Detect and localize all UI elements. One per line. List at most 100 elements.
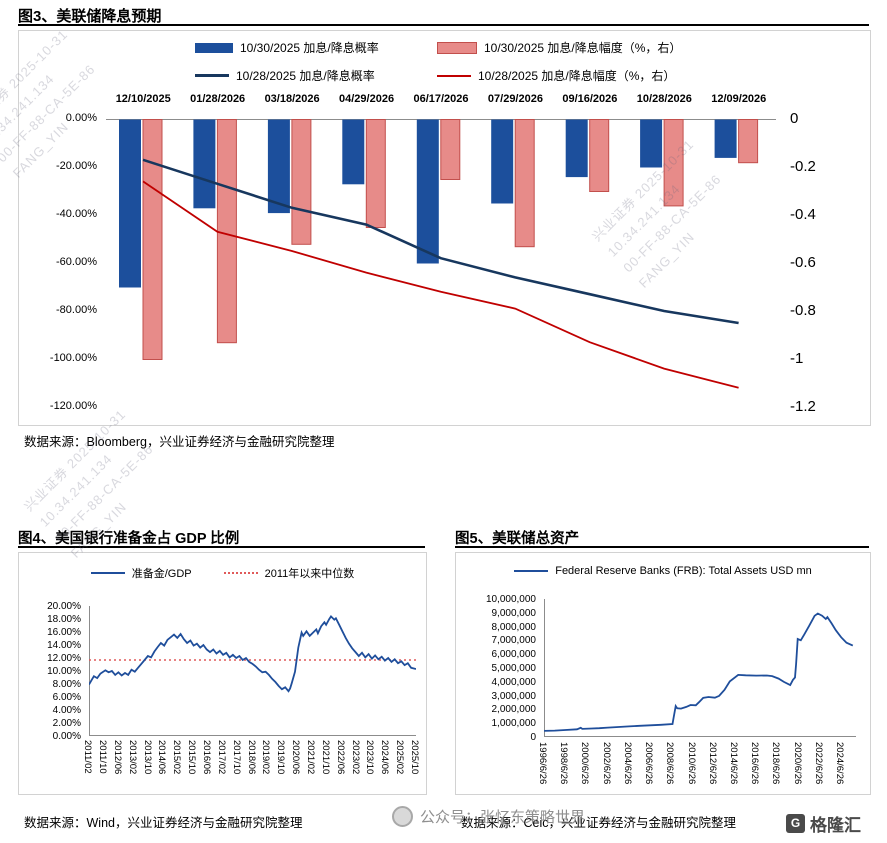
- wechat-account-icon: [392, 806, 413, 827]
- y-tick-label: 16.00%: [47, 627, 81, 638]
- line-legend-swatch: [437, 74, 471, 77]
- right-tick-label: -0.8: [790, 302, 816, 319]
- y-tick-label: 10,000,000: [485, 594, 536, 605]
- x-tick-label: 2024/06: [379, 740, 391, 775]
- x-tick-label: 2023/02: [349, 740, 361, 775]
- fig4-y-axis: 20.00% 18.00% 16.00% 14.00% 12.00% 10.00% 8.00…: [19, 601, 85, 742]
- bar-probability: [119, 119, 141, 288]
- bar-magnitude: [216, 119, 237, 344]
- bar-probability: [193, 119, 216, 209]
- fig5-title-rule: [455, 546, 869, 548]
- fig5-chart: Federal Reserve Banks (FRB): Total Asset…: [455, 552, 871, 795]
- left-tick-label: -120.00%: [49, 400, 97, 412]
- fig4-source: 数据来源：Wind，兴业证券经济与金融研究院整理: [24, 816, 303, 830]
- bar-magnitude: [738, 119, 759, 164]
- x-axis-label: 07/29/2026: [487, 93, 543, 105]
- legend-item: 10/30/2025 加息/降息幅度（%，右）: [437, 39, 681, 56]
- line-legend-swatch: [90, 572, 125, 574]
- bar-magnitude: [142, 119, 163, 360]
- y-tick-label: 10.00%: [47, 666, 81, 677]
- fig4-x-axis: 2011/02 2011/10 2012/06 2013/02 2013/10 2014/…: [82, 738, 420, 792]
- y-tick-label: 12.00%: [47, 653, 81, 664]
- bar-legend-swatch: [195, 42, 233, 53]
- fig4-title: 图4、美国银行准备金占 GDP 比例: [18, 531, 240, 547]
- x-axis-label: 12/10/2025: [115, 93, 171, 105]
- wechat-footer: 公众号：张忆东策略世界: [392, 806, 585, 827]
- legend-label: 10/28/2025 加息/降息幅度（%，右）: [478, 69, 676, 83]
- x-tick-label: 2008/6/26: [664, 742, 676, 785]
- line-legend-swatch: [223, 572, 258, 574]
- line-series: [142, 158, 739, 325]
- left-tick-label: -100.00%: [49, 352, 97, 364]
- x-tick-label: 2016/6/26: [749, 742, 761, 785]
- x-tick-label: 2015/02: [171, 740, 183, 775]
- y-tick-label: 4.00%: [52, 705, 81, 716]
- legend-label: 10/30/2025 加息/降息幅度（%，右）: [484, 41, 682, 55]
- left-tick-label: -80.00%: [56, 304, 97, 316]
- y-tick-label: 14.00%: [47, 640, 81, 651]
- right-tick-label: -1.2: [790, 398, 816, 415]
- x-tick-label: 2000/6/26: [579, 742, 591, 785]
- y-tick-label: 8,000,000: [491, 621, 537, 633]
- bar-probability: [491, 119, 514, 204]
- y-tick-label: 3,000,000: [491, 690, 537, 702]
- bar-probability: [714, 119, 737, 158]
- x-axis-label: 10/28/2026: [636, 93, 692, 105]
- x-tick-label: 2019/02: [260, 740, 272, 775]
- x-axis-label: 12/09/2026: [711, 93, 767, 105]
- fig5-title: 图5、美联储总资产: [455, 531, 580, 547]
- legend-label: 2011年以来中位数: [264, 568, 355, 580]
- y-tick-label: 2.00%: [52, 718, 81, 729]
- gelonghui-logo-icon: G: [786, 814, 805, 833]
- x-tick-label: 2021/02: [305, 740, 316, 775]
- right-tick-label: -0.6: [790, 254, 816, 271]
- y-tick-label: 8.00%: [52, 679, 81, 690]
- left-tick-label: -20.00%: [56, 160, 97, 172]
- legend-item: 10/28/2025 加息/降息概率: [195, 67, 437, 84]
- x-tick-label: 2012/6/26: [706, 742, 718, 785]
- x-tick-label: 2002/6/26: [600, 742, 612, 785]
- right-tick-label: 0: [790, 110, 799, 127]
- x-tick-label: 2014/06: [156, 740, 168, 775]
- x-tick-label: 2025/02: [394, 740, 406, 775]
- x-tick-label: 2006/6/26: [643, 742, 655, 785]
- data-line: [544, 612, 854, 732]
- gelonghui-brand: G 格隆汇: [786, 811, 861, 836]
- x-tick-label: 2014/6/26: [727, 742, 739, 785]
- bar-magnitude: [291, 119, 312, 245]
- fig4-title-rule: [18, 546, 425, 548]
- fig5-x-axis: 1996/6/26 1998/6/26 2000/6/26 2002/6/26 2004…: [537, 740, 856, 792]
- fig3-source: 数据来源：Bloomberg，兴业证券经济与金融研究院整理: [24, 435, 335, 449]
- gelonghui-text: 格隆汇: [810, 816, 861, 835]
- fig3-plot-area: [106, 119, 776, 407]
- fig3-plot-svg: [106, 119, 776, 389]
- y-tick-label: 1,000,000: [491, 718, 537, 730]
- y-tick-label: 2,000,000: [491, 704, 537, 716]
- x-tick-label: 2013/10: [141, 740, 153, 775]
- bar-legend-swatch: [437, 41, 477, 54]
- y-tick-label: 0.00%: [52, 731, 81, 742]
- fig4-plot-area: [88, 606, 417, 741]
- bar-magnitude: [365, 119, 386, 228]
- x-tick-label: 2011/10: [96, 740, 108, 774]
- y-tick-label: 0: [530, 732, 536, 743]
- right-tick-label: -0.4: [790, 206, 816, 223]
- fig4-plot-svg: [88, 606, 417, 736]
- legend-label: Federal Reserve Banks (FRB): Total Asset…: [555, 565, 812, 577]
- x-axis-label: 04/29/2026: [339, 93, 395, 105]
- bar-magnitude: [440, 119, 461, 180]
- line-legend-swatch: [514, 570, 549, 572]
- y-tick-label: 20.00%: [47, 601, 81, 612]
- x-tick-label: 2023/10: [364, 740, 376, 775]
- right-tick-label: -1: [790, 350, 804, 367]
- fig3-title: 图3、美联储降息预期: [18, 8, 162, 25]
- y-tick-label: 9,000,000: [491, 607, 537, 619]
- fig3-x-axis: 12/10/2025 01/28/2026 03/18/2026 04/29/2026…: [106, 93, 776, 108]
- x-axis-label: 06/17/2026: [413, 93, 469, 105]
- fig5-plot-svg: [544, 599, 856, 737]
- legend-item: 2011年以来中位数: [223, 565, 355, 581]
- line-series: [142, 180, 739, 389]
- x-tick-label: 2018/06: [245, 740, 257, 775]
- x-tick-label: 2011/02: [82, 740, 93, 774]
- legend-item: Federal Reserve Banks (FRB): Total Asset…: [514, 565, 812, 577]
